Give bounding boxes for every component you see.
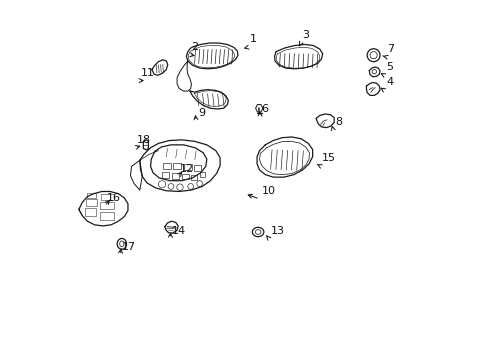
- Text: 3: 3: [302, 30, 309, 40]
- Text: 8: 8: [334, 117, 341, 127]
- Bar: [101, 194, 113, 201]
- Bar: [86, 199, 97, 206]
- Bar: [87, 193, 96, 198]
- Bar: [100, 202, 114, 210]
- Bar: [163, 163, 170, 169]
- Bar: [194, 165, 201, 171]
- Bar: [100, 212, 114, 220]
- Text: 16: 16: [106, 193, 120, 203]
- Text: 4: 4: [386, 77, 392, 87]
- Text: 18: 18: [137, 135, 151, 145]
- Text: 10: 10: [261, 186, 275, 196]
- Text: 11: 11: [140, 68, 154, 78]
- Bar: [182, 174, 188, 179]
- Text: 14: 14: [172, 226, 186, 235]
- Bar: [162, 172, 169, 178]
- Bar: [173, 163, 181, 169]
- Text: 5: 5: [386, 62, 392, 72]
- Bar: [85, 208, 96, 216]
- Text: 17: 17: [122, 242, 136, 252]
- Text: 7: 7: [386, 44, 393, 54]
- Text: 13: 13: [270, 226, 284, 235]
- Text: 1: 1: [249, 35, 256, 44]
- Bar: [184, 163, 192, 170]
- Text: 12: 12: [180, 163, 194, 174]
- Text: 15: 15: [321, 153, 335, 163]
- Bar: [172, 173, 179, 179]
- Bar: [190, 175, 197, 180]
- Text: 2: 2: [190, 42, 198, 51]
- Text: 6: 6: [261, 104, 268, 114]
- Bar: [199, 172, 205, 177]
- Text: 9: 9: [198, 108, 204, 118]
